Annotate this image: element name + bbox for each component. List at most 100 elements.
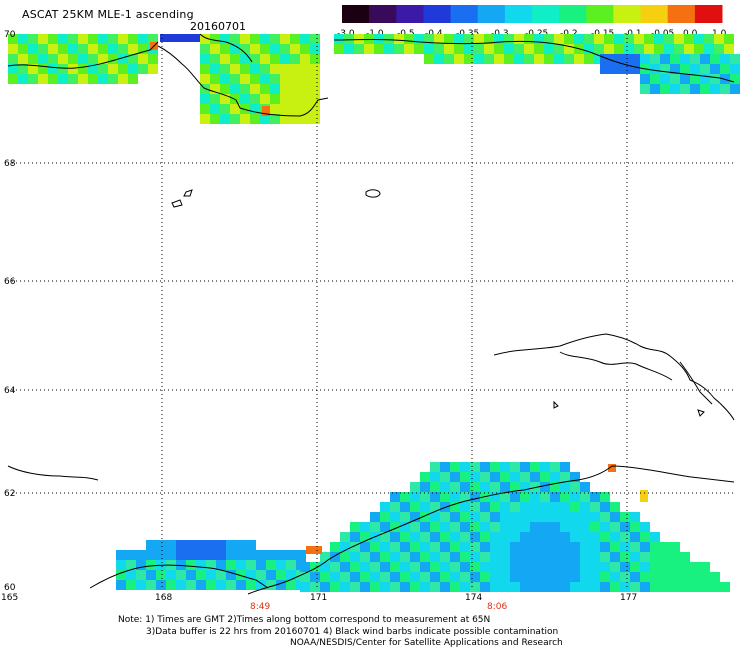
- swath-cell: [148, 64, 158, 74]
- swath-cell: [700, 572, 710, 582]
- swath-cell: [98, 74, 108, 84]
- swath-cell: [330, 562, 340, 572]
- swath-cell: [500, 552, 510, 562]
- swath-cell: [700, 582, 710, 592]
- lat-labels: 70 68 66 64 62 60: [4, 30, 16, 593]
- swath-cell: [88, 54, 98, 64]
- swath-cell: [430, 472, 440, 482]
- swath-cell: [420, 502, 430, 512]
- swath-cell: [620, 562, 630, 572]
- swath-cell: [650, 64, 660, 74]
- swath-cell: [620, 512, 630, 522]
- swath-cell: [530, 582, 540, 592]
- swath-cell: [470, 492, 480, 502]
- colorbar-segment: [450, 5, 479, 23]
- swath-cell: [634, 44, 644, 54]
- swath-cell: [18, 64, 28, 74]
- swath-cell: [210, 94, 220, 104]
- swath-cell: [590, 572, 600, 582]
- swath-cell: [560, 562, 570, 572]
- swath-cell: [310, 562, 320, 572]
- swath-cell: [660, 572, 670, 582]
- swath-cell: [490, 482, 500, 492]
- swath-cell: [484, 44, 494, 54]
- swath-cell: [680, 84, 690, 94]
- swath-cell: [550, 492, 560, 502]
- swath-cell: [460, 502, 470, 512]
- swath-cell: [220, 114, 230, 124]
- swath-cell: [690, 572, 700, 582]
- swath-cell: [18, 74, 28, 84]
- swath-cell: [216, 560, 226, 570]
- swath-cell: [630, 512, 640, 522]
- swath-cell: [460, 522, 470, 532]
- swath-cell: [584, 44, 594, 54]
- swath-cell: [166, 580, 176, 590]
- swath-cell: [8, 54, 18, 64]
- swath-cell: [240, 54, 250, 64]
- swath-cell: [564, 54, 574, 64]
- swath-cell: [680, 64, 690, 74]
- swath-cell: [414, 44, 424, 54]
- swath-cell: [256, 550, 266, 560]
- swath-cell: [58, 74, 68, 84]
- swath-cell: [380, 572, 390, 582]
- swath-cell: [370, 572, 380, 582]
- coastline: [493, 333, 735, 421]
- swath-cell: [340, 582, 350, 592]
- swath-cell: [410, 532, 420, 542]
- swath-cell: [594, 34, 604, 44]
- swath-cell: [450, 472, 460, 482]
- swath-cell: [128, 74, 138, 84]
- colorbar-segment: [477, 5, 506, 23]
- swath-cell: [510, 502, 520, 512]
- colorbar: [342, 5, 723, 23]
- swath-cell: [500, 502, 510, 512]
- swath-cell: [500, 532, 510, 542]
- swath-cell: [78, 74, 88, 84]
- swath-cell: [600, 492, 610, 502]
- swath-cell: [510, 542, 520, 552]
- swath-cell: [580, 562, 590, 572]
- swath-cell: [220, 54, 230, 64]
- swath-cell: [68, 44, 78, 54]
- swath-cell: [410, 502, 420, 512]
- swath-cell: [430, 542, 440, 552]
- colorbar-segment: [532, 5, 560, 23]
- swath-cell: [460, 572, 470, 582]
- swath-cell: [270, 44, 280, 54]
- swath-cell: [160, 34, 200, 42]
- swath-cell: [334, 44, 344, 54]
- swath-cell: [430, 582, 440, 592]
- swath-cell: [454, 54, 464, 64]
- swath-cell: [590, 532, 600, 542]
- swath-cell: [580, 542, 590, 552]
- swath-cell: [166, 540, 176, 550]
- swath-cell: [344, 34, 354, 44]
- swath-cell: [680, 582, 690, 592]
- swath-cell: [560, 492, 570, 502]
- colorbar-segment: [559, 5, 587, 23]
- swath-cell: [640, 522, 650, 532]
- swath-cell: [620, 64, 630, 74]
- swath-cell: [640, 562, 650, 572]
- swath-cell: [650, 532, 660, 542]
- swath-cell: [58, 34, 68, 44]
- swath-cell: [260, 34, 270, 44]
- swath-cell: [48, 74, 58, 84]
- swath-cell: [640, 582, 650, 592]
- coastline: [679, 361, 713, 405]
- swath-cell: [280, 54, 290, 64]
- lon-label: 174: [465, 593, 482, 603]
- swath-cell: [460, 472, 470, 482]
- swath-cell: [370, 512, 380, 522]
- swath-cell: [148, 34, 158, 44]
- swath-cell: [300, 34, 310, 44]
- swath-cell: [276, 560, 286, 570]
- swath-cell: [246, 560, 256, 570]
- swath-cell: [644, 34, 654, 44]
- swath-cell: [690, 64, 700, 74]
- swath-cell: [460, 532, 470, 542]
- swath-cell: [380, 532, 390, 542]
- swath-cell: [680, 562, 690, 572]
